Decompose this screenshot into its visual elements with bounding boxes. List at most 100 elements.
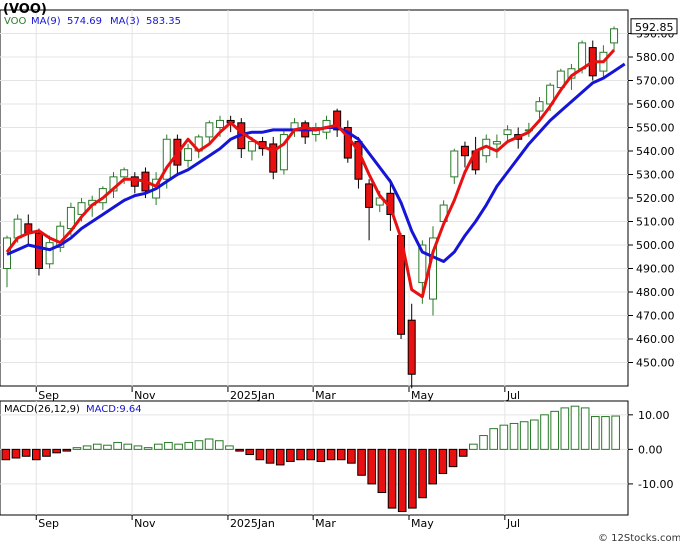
macd-bar xyxy=(550,410,559,450)
candle-body xyxy=(418,244,427,284)
last-price-label: 592.85 xyxy=(635,21,674,34)
x-tick-label: May xyxy=(411,389,434,402)
legend-ma-fast-value: 574.69 xyxy=(67,16,102,27)
candle-body xyxy=(130,176,139,187)
macd-bar xyxy=(103,444,112,450)
macd-tick-label: -10.00 xyxy=(638,478,673,491)
macd-bar xyxy=(489,428,498,450)
macd-title: MACD(26,12,9) xyxy=(4,404,80,415)
macd-bar xyxy=(347,448,356,464)
price-tick-label: 460.00 xyxy=(636,333,675,346)
macd-bar xyxy=(418,448,427,499)
macd-bar xyxy=(296,448,305,461)
candle xyxy=(279,129,288,175)
macd-bar xyxy=(31,448,41,461)
candle-body xyxy=(77,202,86,215)
macd-bar xyxy=(306,448,316,461)
legend: VOO MA(9) 574.69 MA(3) 583.35 xyxy=(4,16,181,27)
legend-ma-slow-label: MA(3) xyxy=(110,16,140,27)
macd-bar xyxy=(11,448,21,459)
macd-bar xyxy=(591,416,600,450)
price-tick-label: 490.00 xyxy=(636,263,675,276)
macd-axis: 10.00 0.00 -10.00 xyxy=(628,409,673,491)
chart-title: (VOO) xyxy=(3,2,47,17)
price-tick-label: 450.00 xyxy=(636,357,675,370)
candle xyxy=(450,148,459,184)
macd-bar xyxy=(570,405,580,450)
last-price-marker: 592.85 xyxy=(630,18,678,35)
macd-bar xyxy=(62,448,72,452)
moving-average-lines xyxy=(5,48,626,299)
price-axis: 450.00 460.00 470.00 480.00 490.00 500.00 510.… xyxy=(628,28,675,370)
macd-bar xyxy=(21,448,31,457)
macd-tick-label: 10.00 xyxy=(638,409,670,422)
candle xyxy=(45,235,54,269)
price-tick-label: 540.00 xyxy=(636,145,675,158)
candle-body xyxy=(279,134,288,171)
price-tick-label: 470.00 xyxy=(636,310,675,323)
candle-body xyxy=(45,242,54,265)
macd-tick-label: 0.00 xyxy=(638,443,663,456)
candle xyxy=(184,143,193,168)
macd-bar xyxy=(82,445,92,450)
macd-bar xyxy=(123,443,133,450)
macd-bar xyxy=(235,448,244,452)
price-tick-label: 500.00 xyxy=(636,239,675,252)
candle xyxy=(130,172,139,194)
macd-bar xyxy=(458,448,468,457)
x-tick-label: 2025Jan xyxy=(230,517,275,530)
macd-bar xyxy=(530,419,539,450)
macd-bar xyxy=(336,448,346,461)
candle-body xyxy=(216,119,224,128)
macd-bar xyxy=(499,424,509,450)
legend-ticker: VOO xyxy=(4,16,27,27)
price-tick-label: 520.00 xyxy=(636,192,675,205)
macd-bar xyxy=(580,407,590,450)
candle xyxy=(333,108,342,137)
macd-bar xyxy=(204,438,214,450)
candle xyxy=(365,179,374,241)
candle-body xyxy=(492,141,501,145)
macd-bar xyxy=(174,443,183,450)
macd-bar xyxy=(92,443,102,450)
last-price-box xyxy=(630,18,678,35)
candle-body xyxy=(333,110,342,131)
x-tick-label: Nov xyxy=(134,517,156,530)
x-tick-label: May xyxy=(411,517,434,530)
macd-bar xyxy=(42,448,51,457)
x-tick-label: Jul xyxy=(506,389,520,402)
x-tick-label: Mar xyxy=(315,389,336,402)
macd-bar xyxy=(438,448,448,475)
candle xyxy=(162,134,171,189)
ma-slow-line xyxy=(5,48,616,299)
price-tick-label: 570.00 xyxy=(636,75,675,88)
macd-bar xyxy=(225,445,234,450)
candle-body xyxy=(460,145,469,157)
price-tick-label: 510.00 xyxy=(636,216,675,229)
macd-bar xyxy=(255,448,265,461)
macd-bar xyxy=(184,441,194,450)
candle-body xyxy=(578,42,587,70)
macd-bar xyxy=(377,448,387,494)
legend-ma-slow-value: 583.35 xyxy=(146,16,181,27)
macd-bar xyxy=(357,448,366,476)
candle-body xyxy=(365,183,374,208)
candle xyxy=(535,96,544,119)
candle-body xyxy=(34,232,43,269)
candle-body xyxy=(503,129,512,136)
macd-bar xyxy=(448,448,458,468)
macd-bar xyxy=(245,448,255,456)
macd-bar xyxy=(52,448,61,454)
candle-body xyxy=(535,101,544,112)
macd-bar xyxy=(113,441,122,450)
candle xyxy=(34,228,43,276)
macd-bar xyxy=(408,448,417,509)
candle-body xyxy=(13,218,22,239)
candle-body xyxy=(269,143,278,173)
macd-bar xyxy=(214,440,224,450)
candle-body xyxy=(450,150,459,178)
candle xyxy=(610,26,619,50)
macd-bar xyxy=(387,448,397,509)
macd-bar xyxy=(560,407,570,450)
